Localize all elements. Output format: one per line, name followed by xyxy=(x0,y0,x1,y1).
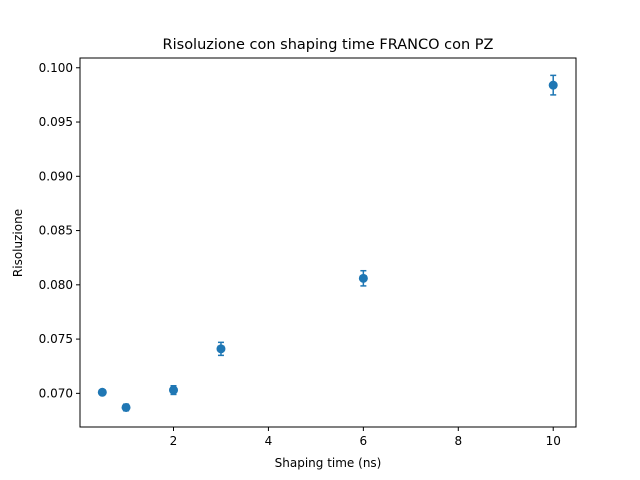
data-point xyxy=(216,341,226,357)
y-tick-label: 0.090 xyxy=(39,169,73,183)
y-axis: 0.070 0.075 0.080 0.085 0.090 0.095 0.100 xyxy=(39,61,80,400)
x-tick-label: 8 xyxy=(454,434,462,448)
data-point xyxy=(169,385,179,396)
x-tick-label: 2 xyxy=(170,434,178,448)
x-tick-label: 10 xyxy=(546,434,561,448)
chart-title: Risoluzione con shaping time FRANCO con … xyxy=(163,37,494,53)
point-marker xyxy=(216,344,226,354)
point-marker xyxy=(121,402,131,412)
y-tick-label: 0.075 xyxy=(39,332,73,346)
data-point xyxy=(121,402,131,412)
point-marker xyxy=(548,80,558,90)
x-tick-label: 6 xyxy=(360,434,368,448)
data-points xyxy=(97,74,558,412)
data-point xyxy=(97,387,107,397)
y-tick-label: 0.080 xyxy=(39,278,73,292)
point-marker xyxy=(97,387,107,397)
y-tick-label: 0.085 xyxy=(39,224,73,238)
point-marker xyxy=(358,273,368,283)
data-point xyxy=(358,269,368,287)
y-axis-label: Risoluzione xyxy=(11,209,25,277)
data-point xyxy=(548,74,558,96)
plot-area-frame xyxy=(79,57,577,428)
y-tick-label: 0.095 xyxy=(39,115,73,129)
x-tick-label: 4 xyxy=(265,434,273,448)
y-tick-label: 0.070 xyxy=(39,386,73,400)
x-axis-label: Shaping time (ns) xyxy=(275,456,382,470)
point-marker xyxy=(169,385,179,395)
x-axis: 2 4 6 8 10 xyxy=(170,427,561,448)
y-tick-label: 0.100 xyxy=(39,61,73,75)
